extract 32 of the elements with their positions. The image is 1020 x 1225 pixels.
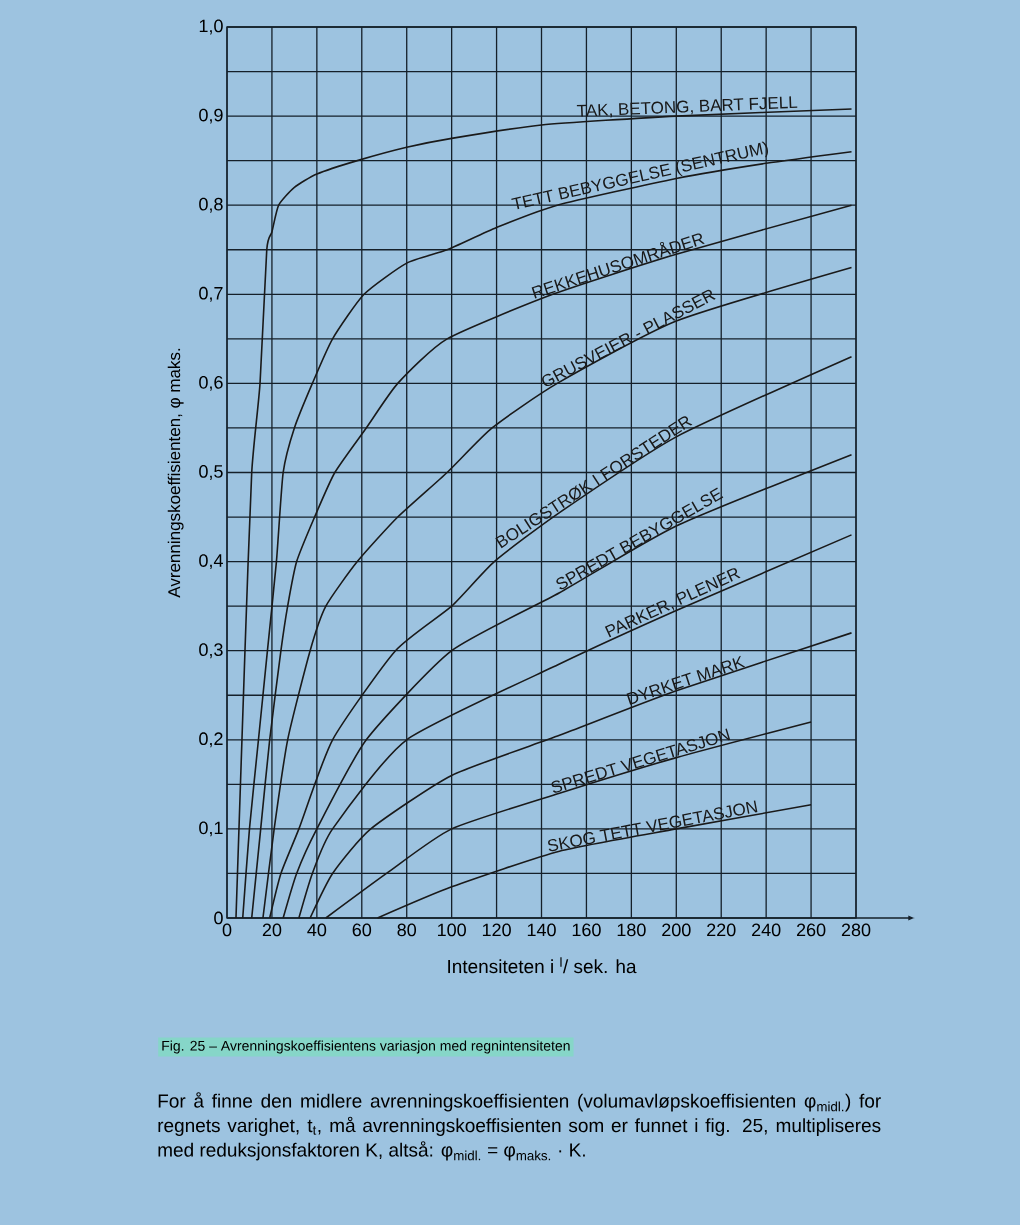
x-tick-label: 220 bbox=[707, 923, 736, 937]
y-tick-label: 0,7 bbox=[199, 286, 223, 302]
x-axis-title: Intensiteten i $^{l}$/ sek. ha bbox=[448, 957, 637, 974]
y-tick-label: 0,1 bbox=[199, 821, 223, 837]
x-tick-label: 160 bbox=[572, 923, 601, 937]
y-tick-label: 0,8 bbox=[199, 197, 223, 213]
text: For å finne den midlere avrenningskoeffisienten (volumavløpskoeffisienten φ$_{midl.}$) for regnets varighet, t$_{t}$, må avrenningskoeffisienten som er funnet i fig. 25, multipliseres med reduksjonsfaktoren K, altså: φ$_{midl.}$ = φ$_{maks.}$ · K. bbox=[158, 1092, 881, 1161]
y-tick-label: 1,0 bbox=[199, 19, 223, 35]
x-tick-label: 60 bbox=[352, 923, 372, 937]
line-series bbox=[325, 721, 812, 919]
caption: Fig. 25 – Avrenningskoeffisientens variasjon med regnintensiteten bbox=[162, 1040, 570, 1054]
y-axis-title: Avrenningskoeffisienten, φ maks. bbox=[167, 348, 184, 598]
y-tick-label: 0 bbox=[214, 911, 223, 925]
x-tick-label: 260 bbox=[796, 923, 826, 937]
x-tick-label: 20 bbox=[262, 923, 282, 937]
x-tick-label: 40 bbox=[307, 923, 327, 937]
x-tick-label: 120 bbox=[482, 923, 511, 937]
x-tick-label: 0 bbox=[222, 923, 232, 937]
y-tick-label: 0,5 bbox=[199, 465, 223, 480]
y-tick-label: 0,6 bbox=[199, 375, 223, 391]
y-tick-label: 0,4 bbox=[199, 554, 223, 570]
y-tick-label: 0,2 bbox=[199, 732, 223, 748]
y-tick-label: 0,9 bbox=[199, 108, 223, 124]
x-tick-label: 180 bbox=[617, 923, 646, 937]
x-tick-label: 280 bbox=[841, 923, 871, 937]
x-tick-label: 200 bbox=[662, 923, 691, 937]
x-tick-label: 140 bbox=[527, 923, 556, 937]
x-tick-label: 80 bbox=[397, 923, 417, 937]
x-tick-label: 240 bbox=[752, 923, 781, 937]
x-tick-label: 100 bbox=[437, 923, 466, 937]
series-label: TAK, BETONG, BART FJELL bbox=[576, 96, 798, 118]
y-tick-label: 0,3 bbox=[199, 643, 223, 659]
